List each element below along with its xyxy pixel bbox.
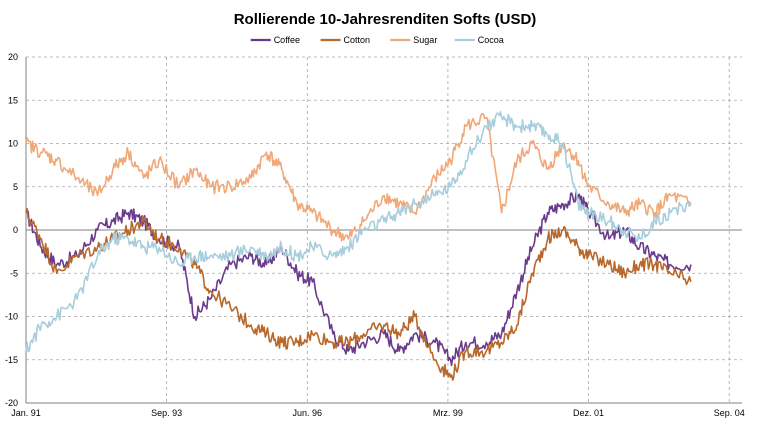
legend: Coffee Cotton Sugar Cocoa (250, 35, 504, 45)
y-tick-label: -10 (5, 312, 18, 322)
x-tick-label: Dez. 01 (573, 408, 604, 418)
x-tick-label: Jun. 96 (293, 408, 323, 418)
y-tick-label: 15 (8, 95, 18, 105)
legend-label-coffee: Coffee (274, 35, 300, 45)
y-tick-label: 10 (8, 139, 18, 149)
y-tick-label: -15 (5, 355, 18, 365)
y-tick-label: -5 (10, 268, 18, 278)
series-line-sugar (25, 112, 692, 242)
series-lines (25, 110, 692, 381)
y-tick-labels: -20 -15 -10 -5 0 5 10 15 20 (5, 52, 18, 408)
y-tick-label: 0 (13, 225, 18, 235)
chart-title: Rollierende 10-Jahresrenditen Softs (USD… (234, 11, 537, 28)
series-line-cotton (25, 208, 692, 381)
y-tick-label: 5 (13, 182, 18, 192)
x-tick-label: Sep. 93 (151, 408, 182, 418)
legend-label-cotton: Cotton (344, 35, 371, 45)
series-line-coffee (25, 190, 692, 367)
x-tick-label: Jan. 91 (11, 408, 41, 418)
y-tick-label: 20 (8, 52, 18, 62)
series-line-cocoa (25, 110, 692, 353)
legend-label-cocoa: Cocoa (478, 35, 504, 45)
x-tick-label: Mrz. 99 (433, 408, 463, 418)
x-tick-label: Sep. 04 (714, 408, 745, 418)
y-tick-label: -20 (5, 398, 18, 408)
x-tick-labels: Jan. 91 Sep. 93 Jun. 96 Mrz. 99 Dez. 01 Sep. … (11, 408, 744, 418)
legend-label-sugar: Sugar (413, 35, 437, 45)
